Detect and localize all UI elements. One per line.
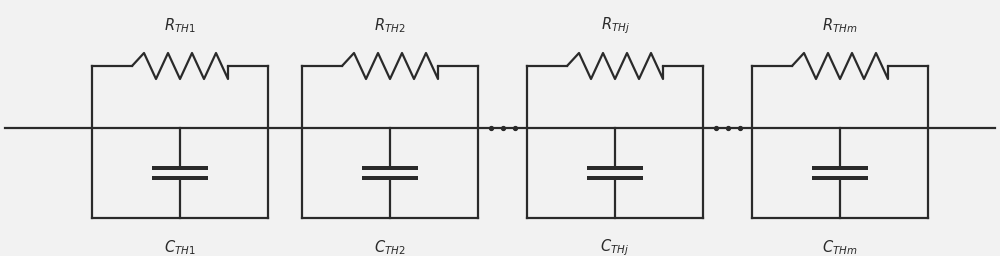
Text: $C_{THj}$: $C_{THj}$ (600, 238, 630, 256)
Text: $R_{TH1}$: $R_{TH1}$ (164, 17, 196, 35)
Text: $C_{THm}$: $C_{THm}$ (822, 239, 858, 256)
Text: $R_{TH2}$: $R_{TH2}$ (374, 17, 406, 35)
Text: $R_{THj}$: $R_{THj}$ (601, 16, 629, 36)
Text: $C_{TH2}$: $C_{TH2}$ (374, 239, 406, 256)
Text: $R_{THm}$: $R_{THm}$ (822, 17, 858, 35)
Text: $C_{TH1}$: $C_{TH1}$ (164, 239, 196, 256)
